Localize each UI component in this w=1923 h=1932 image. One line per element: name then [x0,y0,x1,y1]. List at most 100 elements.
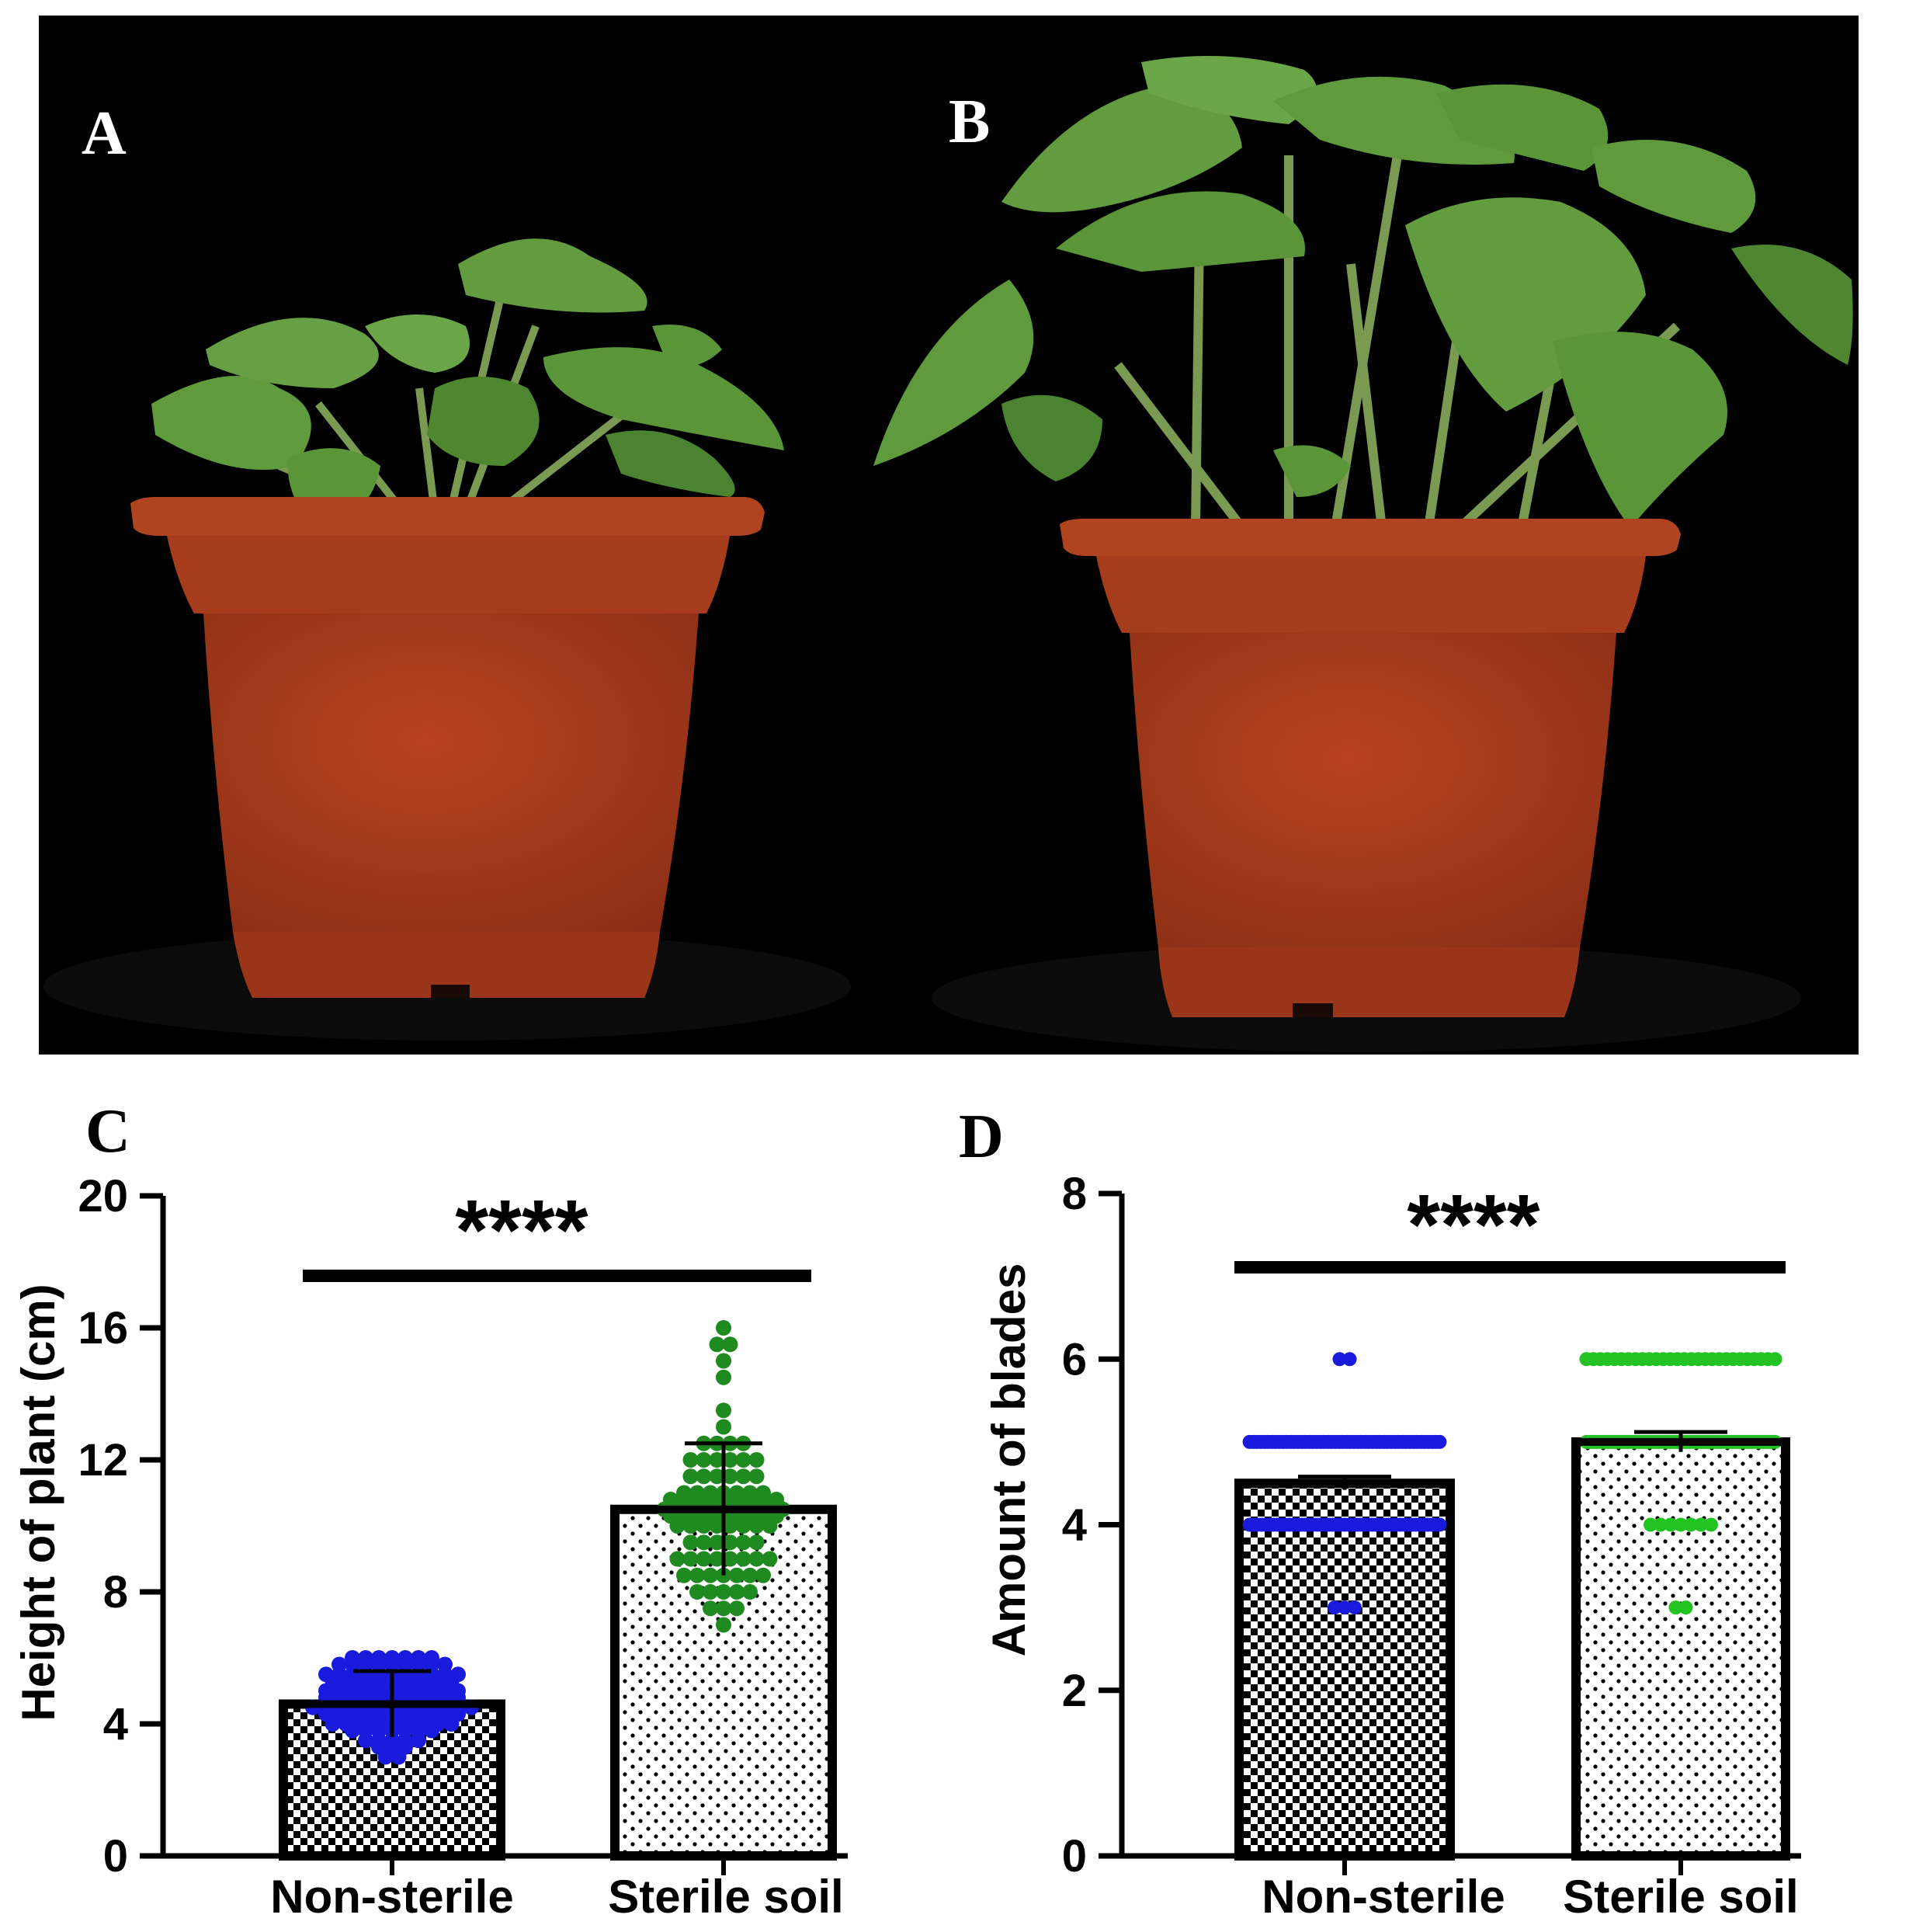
data-point [682,1452,699,1468]
data-point [716,1584,731,1600]
data-point [1704,1517,1718,1532]
data-point [358,1722,373,1739]
data-point [1328,1600,1342,1615]
data-point [703,1600,718,1617]
data-point [345,1656,360,1673]
data-point [735,1534,751,1551]
data-point [411,1656,426,1673]
data-point [735,1468,751,1485]
data-point [1668,1600,1683,1615]
y-tick-label: 20 [78,1171,128,1221]
data-point [1768,1352,1782,1367]
pot-b [1060,519,1681,1017]
pot-b-upper-band [1096,556,1646,633]
plant-a-leaves [151,238,784,528]
y-tick-label: 4 [1062,1500,1087,1551]
chart-c-significance: **** [303,1183,811,1282]
chart-panel-d: D 0 2 4 6 8 **** Amount of blades Non-steril… [959,1103,1801,1923]
chart-panel-c: C 0 4 8 12 16 20 **** Height of plant (cm) No… [12,1097,848,1923]
chart-c-y-axis: 0 4 8 12 16 20 [78,1171,848,1882]
data-point [716,1353,731,1369]
leaf-b1 [873,280,1034,466]
data-point [318,1666,334,1683]
photo-panel-b: B [856,16,1859,1055]
y-tick-label: 8 [103,1567,128,1618]
data-point [722,1534,738,1551]
chart-d-significance: **** [1234,1177,1786,1274]
data-point [769,1492,784,1507]
data-point [696,1551,712,1567]
y-tick-label: 6 [1062,1334,1087,1385]
data-point [1678,1600,1693,1615]
data-point [358,1656,373,1673]
category-label-non-sterile: Non-sterile [1262,1871,1505,1923]
data-point [722,1551,738,1567]
panel-letter-c: C [85,1097,130,1166]
data-point [331,1656,347,1673]
data-point [716,1369,731,1385]
data-point [729,1600,745,1617]
leaf-b4 [1141,56,1317,124]
leaf-a2 [206,318,379,388]
data-point [1654,1517,1668,1532]
pot-a-rim [130,497,765,536]
data-point [424,1656,439,1673]
data-point [1338,1600,1352,1615]
data-point [703,1584,718,1600]
data-point [437,1656,453,1673]
leaf-a8 [365,314,470,373]
leaf-b10 [1731,245,1853,365]
data-point [762,1551,778,1567]
chart-d-error-bars [1239,1430,1786,1490]
photo-panel-a: A [39,16,856,1055]
plant-b [873,56,1853,532]
leaf-a1 [151,376,311,470]
y-axis-title: Height of plant (cm) [12,1284,64,1721]
pot-b-drain [1293,1003,1333,1017]
leaf-b6 [1436,84,1609,171]
leaf-a3 [458,238,647,313]
data-point [663,1492,679,1507]
significance-label: **** [1407,1177,1539,1273]
pot-a-upper-band [167,536,730,613]
data-point [371,1656,387,1673]
data-point [748,1452,765,1468]
data-point [689,1584,705,1600]
data-point [755,1492,771,1507]
leaf-a9 [652,325,722,367]
category-label-non-sterile: Non-sterile [270,1871,513,1923]
data-point [696,1468,712,1485]
y-axis-title: Amount of blades [983,1263,1035,1657]
leaf-b3 [1056,191,1305,272]
leaf-b8 [1592,140,1756,233]
leaf-b2 [1001,85,1242,213]
leaf-b9 [1553,332,1727,528]
pot-a-body [203,613,699,932]
data-point [755,1567,771,1583]
data-point [1432,1434,1447,1449]
data-point [742,1567,758,1583]
data-point [1694,1517,1708,1532]
chart-c-error-bars [283,1441,832,1737]
data-point [676,1567,692,1583]
data-point [722,1452,738,1468]
data-point [411,1722,426,1739]
leaf-b11 [1001,394,1102,481]
data-point [722,1336,738,1353]
y-tick-label: 8 [1062,1169,1087,1219]
data-point [709,1468,725,1485]
data-point [709,1534,725,1551]
data-point [709,1452,725,1468]
data-point [716,1320,731,1336]
data-point [748,1551,765,1567]
data-point [682,1468,699,1485]
data-point [384,1656,400,1673]
pot-a-drain [431,985,470,998]
category-label-sterile-soil: Sterile soil [608,1871,843,1923]
data-point [709,1551,725,1567]
data-point [729,1567,745,1583]
leaf-a7 [606,430,735,497]
data-point [397,1722,413,1739]
data-point [703,1567,718,1583]
